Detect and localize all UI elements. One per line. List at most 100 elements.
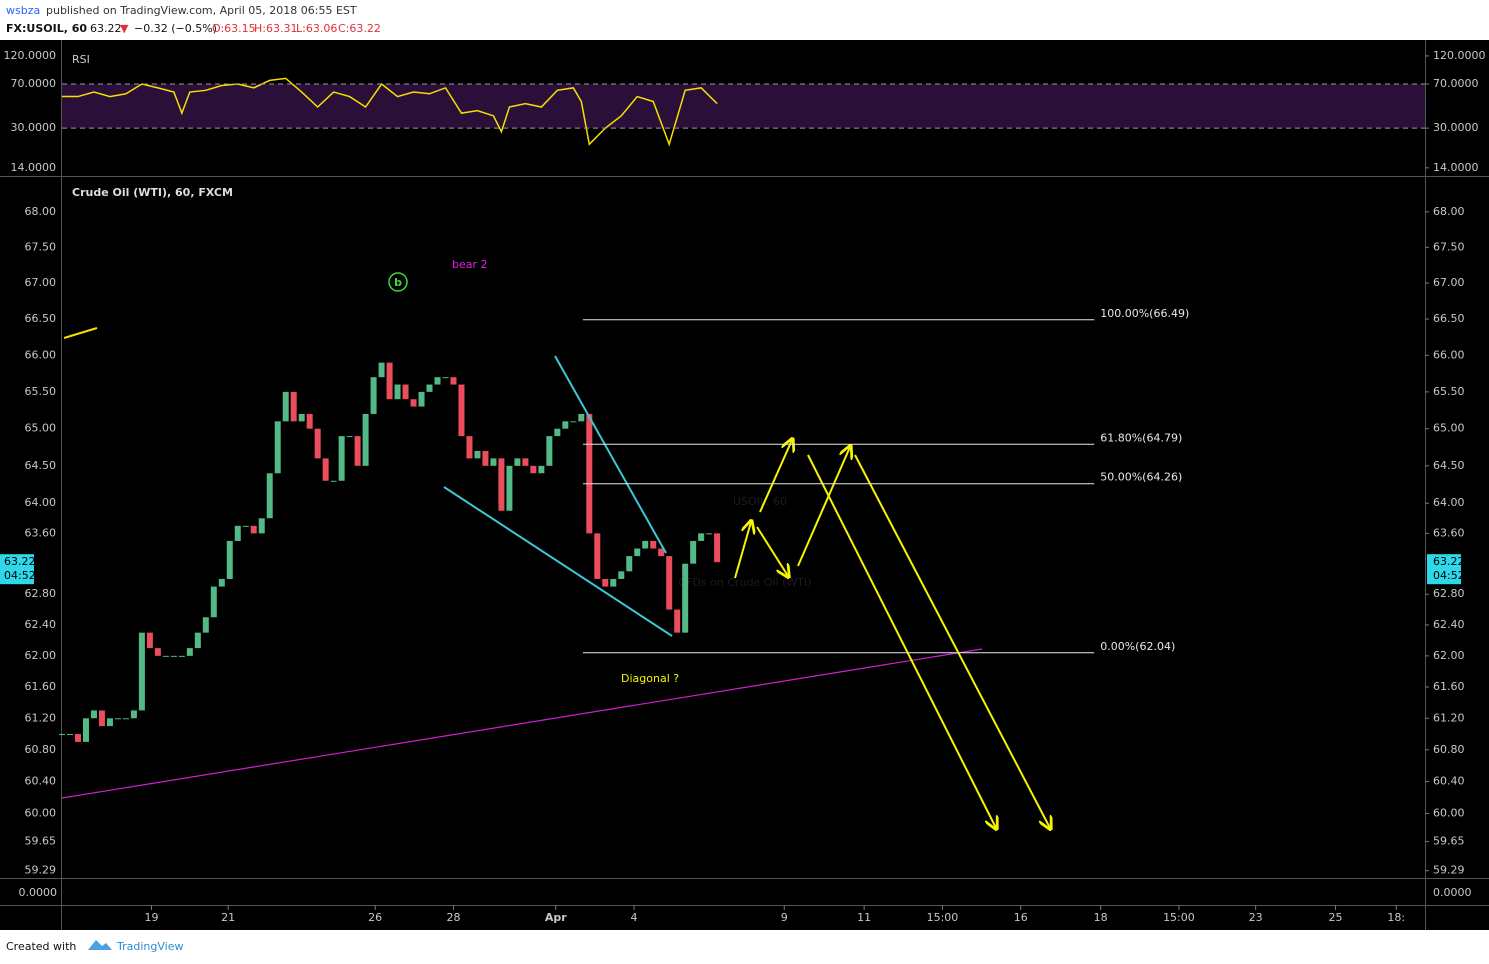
y-tick-label: 59.29 (25, 864, 57, 877)
candle (98, 710, 105, 727)
x-tick-label: 18: (1387, 911, 1405, 924)
footer-brand[interactable]: TradingView (116, 940, 183, 953)
y-tick-label: 67.00 (1433, 276, 1465, 289)
candle (562, 421, 569, 429)
candle (706, 533, 713, 535)
y-tick-label: 68.00 (1433, 205, 1465, 218)
change: −0.32 (−0.5%) (134, 22, 217, 35)
candle (66, 734, 73, 736)
y-tick-label: 67.50 (1433, 240, 1465, 253)
y-tick-label: 62.00 (1433, 649, 1465, 662)
y-tick-label: 61.60 (1433, 680, 1465, 693)
fib-label: 61.80%(64.79) (1100, 431, 1182, 444)
y-tick-label: 63.60 (25, 526, 57, 539)
y-tick-label: 63.60 (1433, 526, 1465, 539)
candle (586, 413, 593, 534)
candle (410, 399, 417, 407)
y-tick-label: 68.00 (25, 205, 57, 218)
y-tick-label: 30.0000 (11, 121, 57, 134)
candle (538, 465, 545, 474)
candle (234, 525, 241, 541)
y-tick-label: 59.29 (1433, 864, 1465, 877)
y-tick-label: 14.0000 (11, 161, 57, 174)
watermark: CFDs on Crude Oil (WTI) (678, 576, 811, 589)
arrow (759, 440, 792, 513)
candle (90, 710, 97, 719)
y-tick-label: 65.50 (1433, 385, 1465, 398)
rsi-line (62, 77, 718, 147)
candle (546, 436, 553, 466)
candle (282, 391, 289, 422)
candle (514, 458, 521, 466)
candle (138, 632, 145, 711)
candle (658, 548, 665, 557)
y-tick-label: 60.00 (25, 806, 57, 819)
candle (418, 391, 425, 407)
candle (666, 556, 673, 610)
candle (570, 421, 577, 423)
y-tick-label: 60.00 (1433, 806, 1465, 819)
y-tick-label: 60.80 (25, 743, 57, 756)
candle (626, 556, 633, 572)
candle (618, 571, 625, 579)
y-tick-label: 61.20 (1433, 711, 1465, 724)
candle (290, 391, 297, 422)
wave-label: b (394, 276, 402, 289)
y-tick-label: 62.80 (1433, 587, 1465, 600)
x-tick-label: 28 (446, 911, 460, 924)
y-tick-label: 30.0000 (1433, 121, 1479, 134)
y-tick-label: 66.00 (25, 348, 57, 361)
candle (394, 384, 401, 400)
candle (170, 655, 177, 657)
ohlc: O:63.15 (212, 22, 256, 35)
wave-marker (388, 272, 408, 292)
y-tick-label: 67.50 (25, 240, 57, 253)
candle (674, 609, 681, 633)
logo (88, 940, 112, 950)
rsi-band (62, 83, 1425, 129)
header-bg (0, 0, 1489, 40)
candle (338, 436, 345, 481)
price-tag-label: 63.22 (4, 555, 36, 568)
x-tick-label: 26 (368, 911, 382, 924)
price-tag (0, 554, 34, 585)
candle (362, 413, 369, 466)
y-tick-label: 61.20 (25, 711, 57, 724)
rsi-title: RSI (72, 53, 90, 66)
y-tick-label: 65.00 (1433, 422, 1465, 435)
trend-line (63, 327, 98, 339)
candle (122, 718, 129, 720)
candle (298, 413, 305, 422)
wedge-line (443, 486, 673, 637)
x-tick-label: 15:00 (1163, 911, 1195, 924)
x-tick-label: 16 (1014, 911, 1028, 924)
y-tick-label: 64.00 (1433, 496, 1465, 509)
y-tick-label: 64.50 (25, 459, 57, 472)
x-tick-label: 25 (1329, 911, 1343, 924)
candle (506, 465, 513, 511)
candle (522, 458, 529, 466)
candle (682, 563, 689, 633)
candle (370, 377, 377, 414)
author[interactable]: wsbza (6, 4, 40, 17)
x-tick-label: Apr (545, 911, 567, 924)
fib-label: 0.00%(62.04) (1100, 640, 1175, 653)
y-tick-label: 65.50 (25, 385, 57, 398)
price-title: Crude Oil (WTI), 60, FXCM (72, 186, 233, 199)
candle (218, 578, 225, 587)
y-tick-label: 66.50 (25, 312, 57, 325)
x-tick-label: 9 (781, 911, 788, 924)
candle (490, 458, 497, 466)
candle (458, 384, 465, 437)
y-tick-label: 66.50 (1433, 312, 1465, 325)
wedge-line (554, 355, 667, 554)
arrow (854, 454, 1050, 828)
candle (498, 458, 505, 511)
x-tick-label: 15:00 (927, 911, 959, 924)
change-arrow: ▼ (120, 22, 129, 35)
candle (106, 718, 113, 727)
candle (386, 362, 393, 400)
y-tick-label: 64.50 (1433, 459, 1465, 472)
candle (114, 718, 121, 720)
candle (530, 465, 537, 474)
